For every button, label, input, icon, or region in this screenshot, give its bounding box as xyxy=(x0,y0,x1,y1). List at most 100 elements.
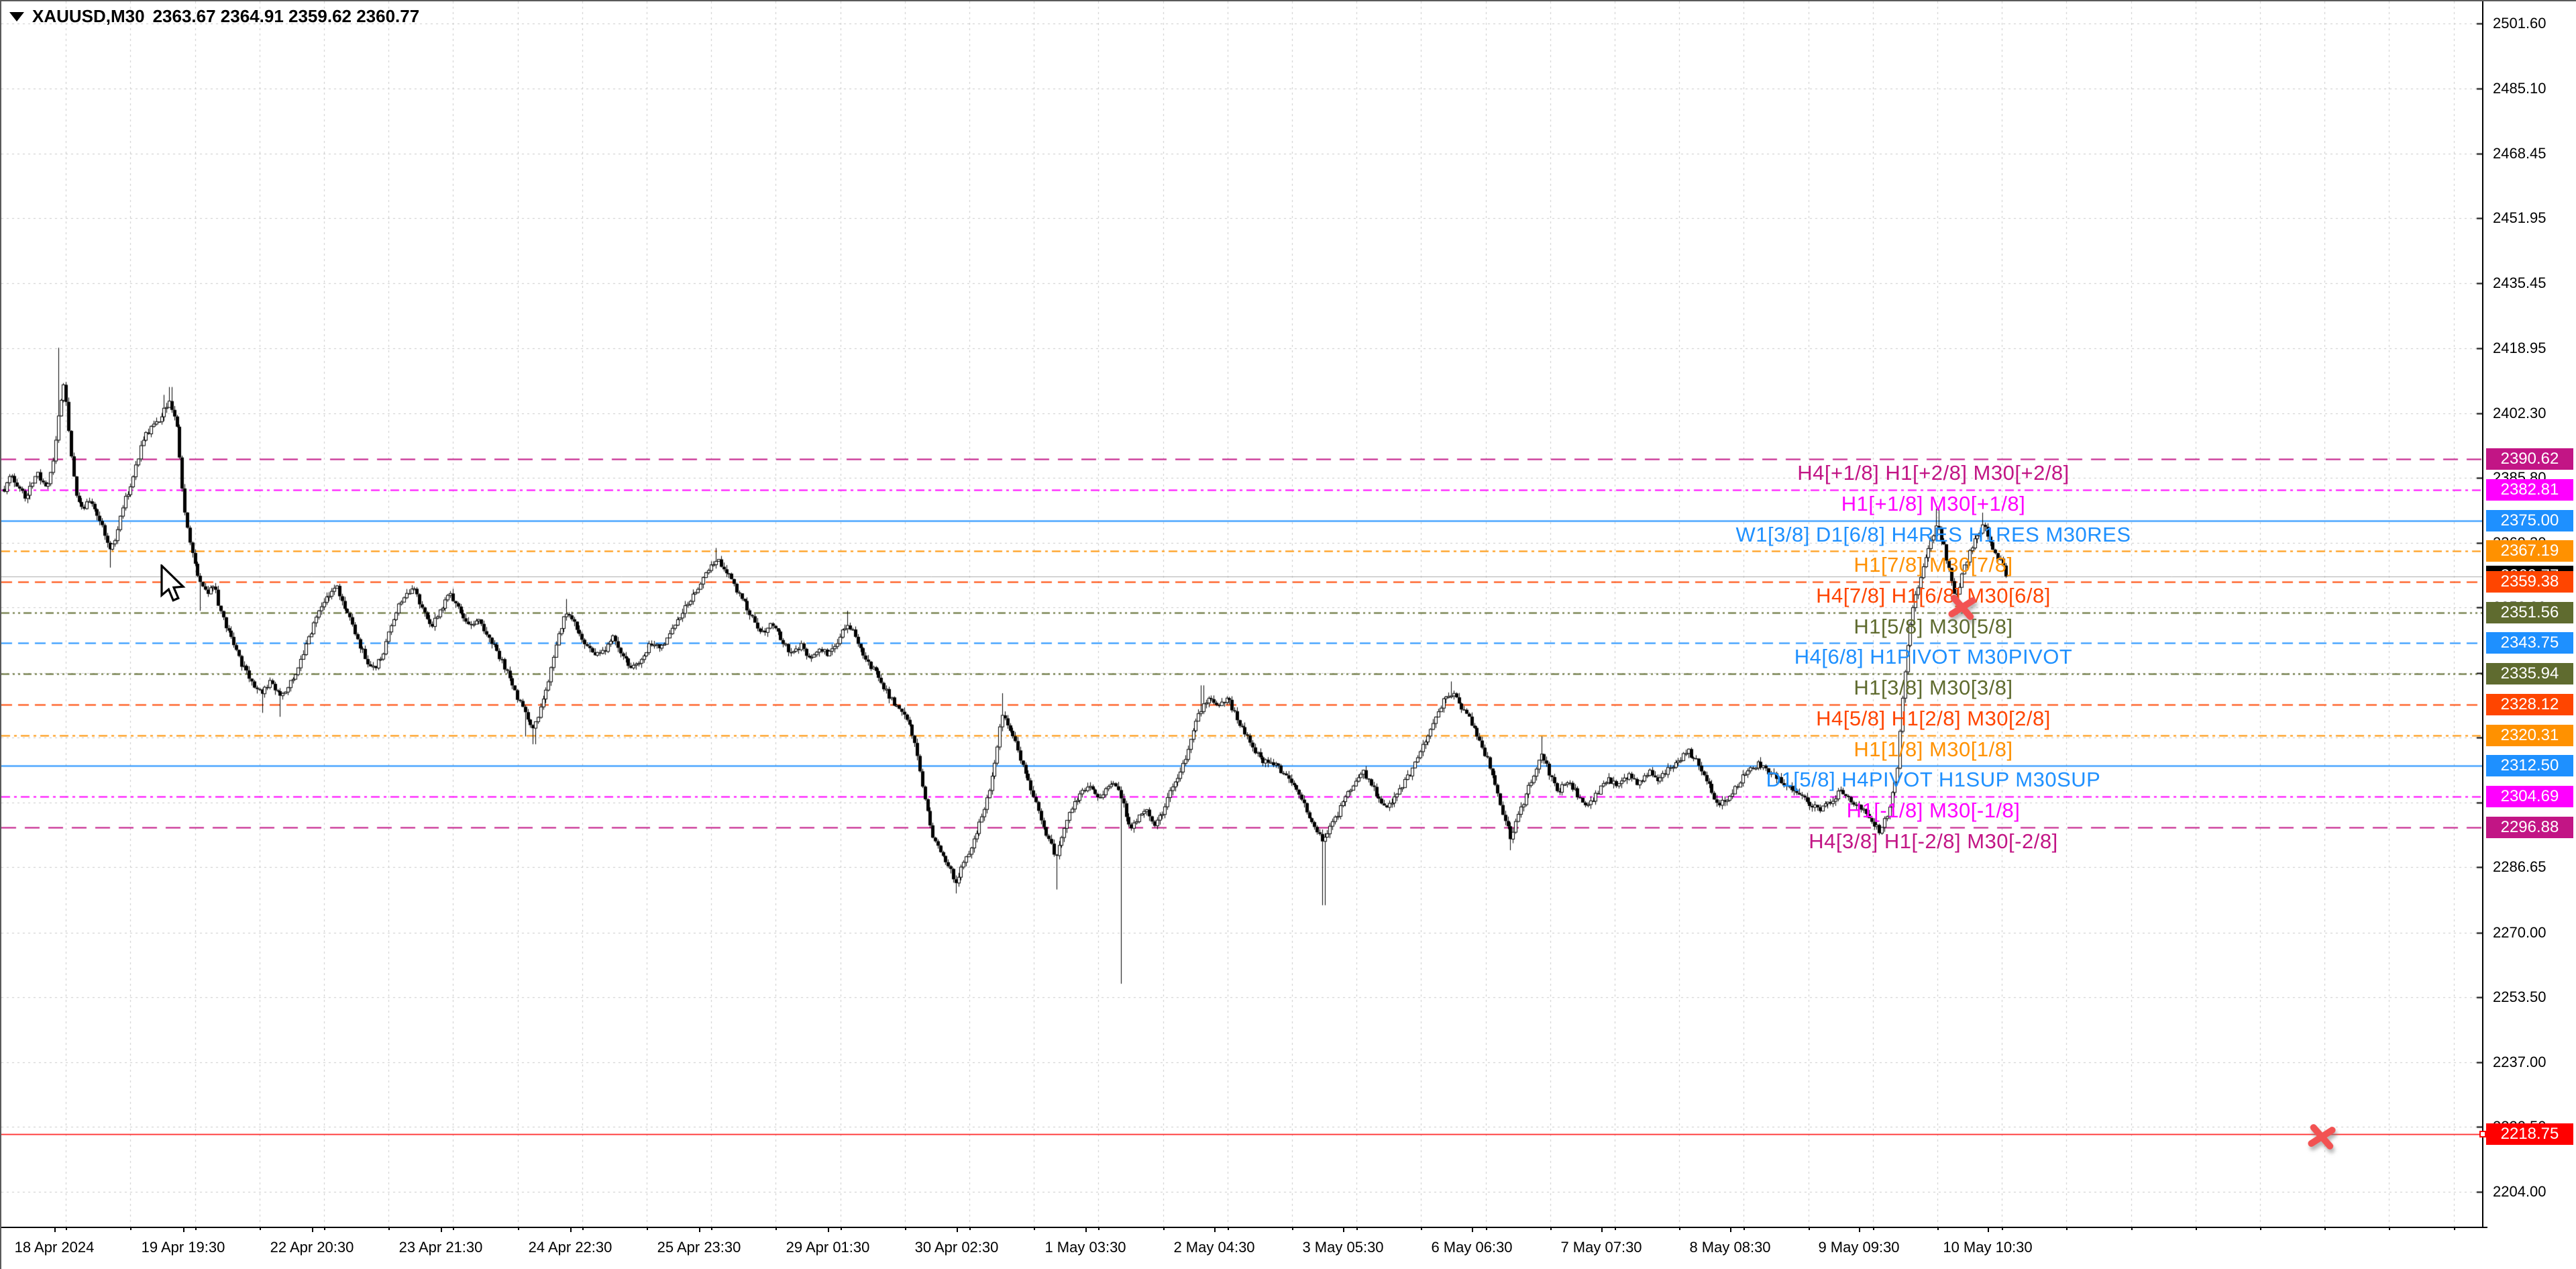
time-tick-label: 3 May 05:30 xyxy=(1302,1239,1384,1256)
sell-signal-cross-marker-1[interactable] xyxy=(1947,594,1977,620)
time-tick-mark xyxy=(1421,1227,1422,1230)
chart-plot-area[interactable]: XAUUSD,M30 2363.67 2364.91 2359.62 2360.7… xyxy=(1,1,2482,1227)
chart-title: XAUUSD,M30 2363.67 2364.91 2359.62 2360.7… xyxy=(9,6,419,27)
time-label-tick xyxy=(699,1227,700,1232)
time-tick-mark xyxy=(1486,1227,1487,1230)
time-tick-mark xyxy=(1615,1227,1616,1230)
murrey-label-2: W1[3/8] D1[6/8] H4RES H1RES M30RES xyxy=(1735,522,2131,546)
time-label-tick xyxy=(54,1227,56,1232)
murrey-label-10: D1[5/8] H4PIVOT H1SUP M30SUP xyxy=(1766,768,2101,792)
time-tick-mark xyxy=(2260,1227,2261,1230)
time-tick-mark xyxy=(195,1227,197,1230)
alert-price-badge: 2218.75 xyxy=(2486,1123,2573,1145)
level-price-badge: 2328.12 xyxy=(2486,693,2573,715)
murrey-label-5: H1[5/8] M30[5/8] xyxy=(1854,614,2013,638)
murrey-label-9: H1[1/8] M30[1/8] xyxy=(1854,737,2013,761)
time-tick-mark xyxy=(1034,1227,1035,1230)
level-price-badge: 2382.81 xyxy=(2486,478,2573,501)
price-tick-label: 2468.45 xyxy=(2493,144,2546,162)
time-tick-mark xyxy=(260,1227,261,1230)
time-tick-mark xyxy=(1743,1227,1745,1230)
time-tick-mark xyxy=(2324,1227,2326,1230)
time-tick-mark xyxy=(1228,1227,1229,1230)
murrey-label-3: H1[7/8] M30[7/8] xyxy=(1854,553,2013,577)
time-tick-mark xyxy=(647,1227,648,1230)
level-price-badge: 2367.19 xyxy=(2486,540,2573,562)
ohlc-values: 2363.67 2364.91 2359.62 2360.77 xyxy=(152,6,420,26)
level-price-badge: 2351.56 xyxy=(2486,601,2573,623)
time-tick-label: 9 May 09:30 xyxy=(1818,1239,1900,1256)
time-tick-mark xyxy=(1292,1227,1293,1230)
price-tick-label: 2501.60 xyxy=(2493,15,2546,32)
time-tick-label: 19 Apr 19:30 xyxy=(141,1239,225,1256)
murrey-label-4: H4[7/8] H1[6/8] M30[6/8] xyxy=(1816,583,2051,607)
murrey-label-0: H4[+1/8] H1[+2/8] M30[+2/8] xyxy=(1797,461,2070,485)
level-price-badge: 2304.69 xyxy=(2486,785,2573,807)
level-price-badge: 2320.31 xyxy=(2486,724,2573,746)
time-tick-label: 23 Apr 21:30 xyxy=(398,1239,483,1256)
time-tick-label: 6 May 06:30 xyxy=(1431,1239,1513,1256)
price-tick-label: 2485.10 xyxy=(2493,79,2546,97)
murrey-label-11: H1[-1/8] M30[-1/8] xyxy=(1846,798,2021,822)
time-label-tick xyxy=(1472,1227,1473,1232)
price-tick-label: 2253.50 xyxy=(2493,988,2546,1006)
time-tick-mark xyxy=(518,1227,519,1230)
level-price-badge: 2390.62 xyxy=(2486,448,2573,470)
time-label-tick xyxy=(441,1227,442,1232)
price-tick-label: 2237.00 xyxy=(2493,1053,2546,1070)
level-price-badge: 2343.75 xyxy=(2486,632,2573,654)
price-tick-label: 2451.95 xyxy=(2493,209,2546,227)
time-tick-mark xyxy=(130,1227,131,1230)
time-tick-mark xyxy=(1873,1227,1874,1230)
price-tick-label: 2418.95 xyxy=(2493,339,2546,356)
time-tick-mark xyxy=(582,1227,584,1230)
price-tick-label: 2270.00 xyxy=(2493,923,2546,941)
time-tick-label: 24 Apr 22:30 xyxy=(528,1239,612,1256)
candlestick-chart-canvas[interactable] xyxy=(1,1,2482,1227)
time-tick-mark xyxy=(969,1227,971,1230)
level-price-badge: 2335.94 xyxy=(2486,663,2573,685)
time-label-tick xyxy=(1343,1227,1344,1232)
price-tick-label: 2402.30 xyxy=(2493,404,2546,421)
level-price-badge: 2296.88 xyxy=(2486,816,2573,838)
time-tick-mark xyxy=(1679,1227,1680,1230)
time-tick-mark xyxy=(905,1227,906,1230)
level-price-badge: 2375.00 xyxy=(2486,509,2573,531)
time-tick-mark xyxy=(1098,1227,1099,1230)
time-tick-label: 10 May 10:30 xyxy=(1943,1239,2033,1256)
chevron-down-icon[interactable] xyxy=(9,11,24,21)
time-tick-mark xyxy=(324,1227,325,1230)
time-tick-mark xyxy=(66,1227,67,1230)
time-label-tick xyxy=(1601,1227,1603,1232)
time-tick-mark xyxy=(2389,1227,2390,1230)
price-axis[interactable]: 2501.60 2485.10 2468.45 2451.95 2435.45 2418.… xyxy=(2479,1,2576,1227)
time-tick-mark xyxy=(1937,1227,1939,1230)
time-label-tick xyxy=(183,1227,184,1232)
time-tick-label: 30 Apr 02:30 xyxy=(914,1239,999,1256)
murrey-label-7: H1[3/8] M30[3/8] xyxy=(1854,676,2013,700)
level-price-badge: 2359.38 xyxy=(2486,570,2573,593)
time-tick-mark xyxy=(1809,1227,1810,1230)
time-tick-mark xyxy=(711,1227,712,1230)
time-tick-mark xyxy=(841,1227,842,1230)
murrey-label-8: H4[5/8] H1[2/8] M30[2/8] xyxy=(1816,706,2051,730)
mouse-cursor-icon xyxy=(160,564,186,602)
time-label-tick xyxy=(570,1227,572,1232)
time-axis[interactable]: 18 Apr 2024 19 Apr 19:30 22 Apr 20:30 23 Ap… xyxy=(1,1227,2487,1269)
red-line-handle[interactable] xyxy=(2479,1130,2486,1137)
time-label-tick xyxy=(1988,1227,1989,1232)
time-tick-label: 2 May 04:30 xyxy=(1173,1239,1255,1256)
level-price-badge: 2312.50 xyxy=(2486,755,2573,777)
sell-signal-cross-marker-2[interactable] xyxy=(2307,1123,2337,1150)
time-tick-mark xyxy=(2066,1227,2068,1230)
time-tick-label: 7 May 07:30 xyxy=(1560,1239,1642,1256)
time-tick-label: 8 May 08:30 xyxy=(1689,1239,1771,1256)
time-tick-mark xyxy=(1550,1227,1552,1230)
time-label-tick xyxy=(828,1227,829,1232)
price-tick-label: 2204.00 xyxy=(2493,1182,2546,1200)
time-tick-label: 29 Apr 01:30 xyxy=(786,1239,870,1256)
time-tick-mark xyxy=(1163,1227,1165,1230)
time-tick-label: 22 Apr 20:30 xyxy=(270,1239,354,1256)
symbol-period-label: XAUUSD,M30 xyxy=(32,6,145,26)
